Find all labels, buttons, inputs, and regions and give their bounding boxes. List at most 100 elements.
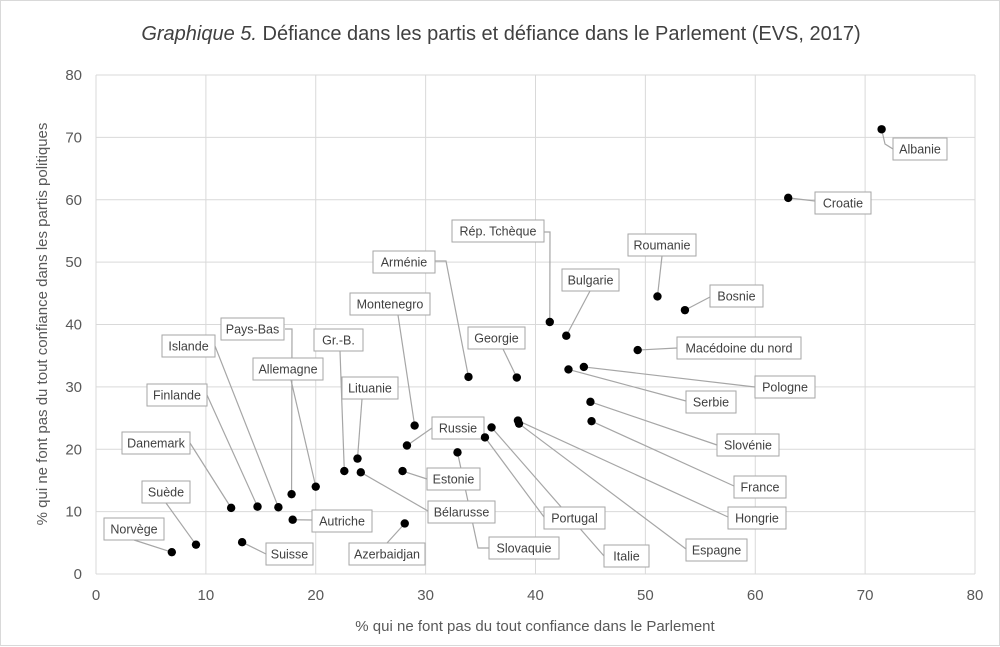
label-text: Autriche bbox=[319, 515, 365, 529]
data-point-gr-b bbox=[340, 467, 348, 475]
leader-line-slovaquie bbox=[457, 452, 489, 548]
point-label-croatie: Croatie bbox=[815, 192, 871, 214]
label-text: Italie bbox=[613, 550, 639, 564]
data-point-allemagne bbox=[312, 482, 320, 490]
data-point-russie bbox=[403, 441, 411, 449]
point-label-albanie: Albanie bbox=[893, 138, 947, 160]
data-point-croatie bbox=[784, 194, 792, 202]
label-text: Norvège bbox=[110, 523, 157, 537]
leader-line-serbie bbox=[568, 369, 686, 401]
leader-line-bosnie bbox=[685, 297, 710, 310]
label-text: Gr.-B. bbox=[322, 334, 355, 348]
data-point-portugal bbox=[481, 433, 489, 441]
label-text: Montenegro bbox=[357, 298, 424, 312]
label-text: Suède bbox=[148, 486, 184, 500]
data-point-montenegro bbox=[410, 421, 418, 429]
leader-line-macedoine-du-nord bbox=[638, 348, 677, 350]
point-label-rep-tcheque: Rép. Tchèque bbox=[452, 220, 544, 242]
label-text: Islande bbox=[168, 340, 208, 354]
label-text: Bulgarie bbox=[568, 274, 614, 288]
y-tick-label: 30 bbox=[65, 379, 82, 396]
data-point-pays-bas bbox=[287, 490, 295, 498]
data-point-suisse bbox=[238, 538, 246, 546]
data-point-italie bbox=[487, 423, 495, 431]
label-text: Serbie bbox=[693, 396, 729, 410]
leader-line-suede bbox=[166, 503, 196, 545]
label-text: Danemark bbox=[127, 437, 185, 451]
label-text: Slovénie bbox=[724, 439, 772, 453]
label-text: Macédoine du nord bbox=[685, 342, 792, 356]
leader-line-georgie bbox=[503, 349, 517, 378]
data-point-slovaquie bbox=[453, 448, 461, 456]
leader-line-pologne bbox=[584, 367, 755, 387]
data-point-bulgarie bbox=[562, 332, 570, 340]
label-text: Bosnie bbox=[717, 290, 755, 304]
data-point-autriche bbox=[288, 516, 296, 524]
data-point-armenie bbox=[464, 373, 472, 381]
leader-line-belarusse bbox=[361, 472, 428, 511]
label-text: Allemagne bbox=[258, 363, 317, 377]
point-label-suede: Suède bbox=[142, 481, 190, 503]
y-tick-label: 80 bbox=[65, 67, 82, 84]
data-point-espagne bbox=[515, 419, 523, 427]
leader-line-france bbox=[592, 421, 734, 486]
label-text: Slovaquie bbox=[497, 542, 552, 556]
label-text: Roumanie bbox=[634, 239, 691, 253]
leader-line-russie bbox=[407, 428, 432, 446]
data-point-azerbaidjan bbox=[401, 519, 409, 527]
data-point-slovenie bbox=[586, 398, 594, 406]
x-tick-label: 20 bbox=[307, 587, 324, 604]
data-point-france bbox=[587, 417, 595, 425]
data-point-bosnie bbox=[681, 306, 689, 314]
point-label-norvege: Norvège bbox=[104, 518, 164, 540]
leader-line-bulgarie bbox=[566, 291, 590, 336]
data-point-serbie bbox=[564, 365, 572, 373]
point-label-estonie: Estonie bbox=[427, 468, 480, 490]
label-text: Hongrie bbox=[735, 512, 779, 526]
data-point-lituanie bbox=[353, 454, 361, 462]
data-point-islande bbox=[274, 503, 282, 511]
y-tick-label: 40 bbox=[65, 317, 82, 334]
point-labels: Albanie Croatie Roumanie Bosnie Rép. Tchèque… bbox=[104, 138, 947, 567]
y-tick-label: 10 bbox=[65, 504, 82, 521]
point-label-hongrie: Hongrie bbox=[728, 507, 786, 529]
y-tick-label: 60 bbox=[65, 192, 82, 209]
data-point-danemark bbox=[227, 504, 235, 512]
leader-line-gr-b bbox=[340, 351, 344, 471]
point-label-bulgarie: Bulgarie bbox=[562, 269, 619, 291]
leader-line-finlande bbox=[207, 395, 258, 507]
data-point-rep-tcheque bbox=[546, 318, 554, 326]
data-point-pologne bbox=[580, 363, 588, 371]
x-tick-label: 70 bbox=[857, 587, 874, 604]
chart-title-main: Défiance dans les partis et défiance dan… bbox=[257, 23, 861, 45]
label-text: Bélarusse bbox=[434, 506, 490, 520]
data-point-macedoine-du-nord bbox=[633, 346, 641, 354]
leader-line-norvege bbox=[134, 540, 172, 552]
point-label-allemagne: Allemagne bbox=[253, 358, 323, 380]
point-label-georgie: Georgie bbox=[468, 327, 525, 349]
point-label-lituanie: Lituanie bbox=[342, 377, 398, 399]
point-label-bosnie: Bosnie bbox=[710, 285, 763, 307]
label-text: Lituanie bbox=[348, 382, 392, 396]
data-point-finlande bbox=[253, 502, 261, 510]
point-label-slovenie: Slovénie bbox=[717, 434, 779, 456]
label-text: Estonie bbox=[433, 473, 475, 487]
label-text: Suisse bbox=[271, 548, 309, 562]
point-label-roumanie: Roumanie bbox=[628, 234, 696, 256]
y-tick-label: 0 bbox=[74, 566, 82, 583]
leader-line-montenegro bbox=[398, 315, 415, 426]
x-tick-label: 30 bbox=[417, 587, 434, 604]
point-label-france: France bbox=[734, 476, 786, 498]
data-point-roumanie bbox=[653, 292, 661, 300]
point-label-azerbaidjan: Azerbaidjan bbox=[349, 543, 425, 565]
x-tick-label: 80 bbox=[967, 587, 984, 604]
label-text: France bbox=[741, 481, 780, 495]
label-text: Pologne bbox=[762, 381, 808, 395]
point-label-montenegro: Montenegro bbox=[350, 293, 430, 315]
label-text: Finlande bbox=[153, 389, 201, 403]
label-text: Portugal bbox=[551, 512, 598, 526]
point-label-autriche: Autriche bbox=[312, 510, 372, 532]
